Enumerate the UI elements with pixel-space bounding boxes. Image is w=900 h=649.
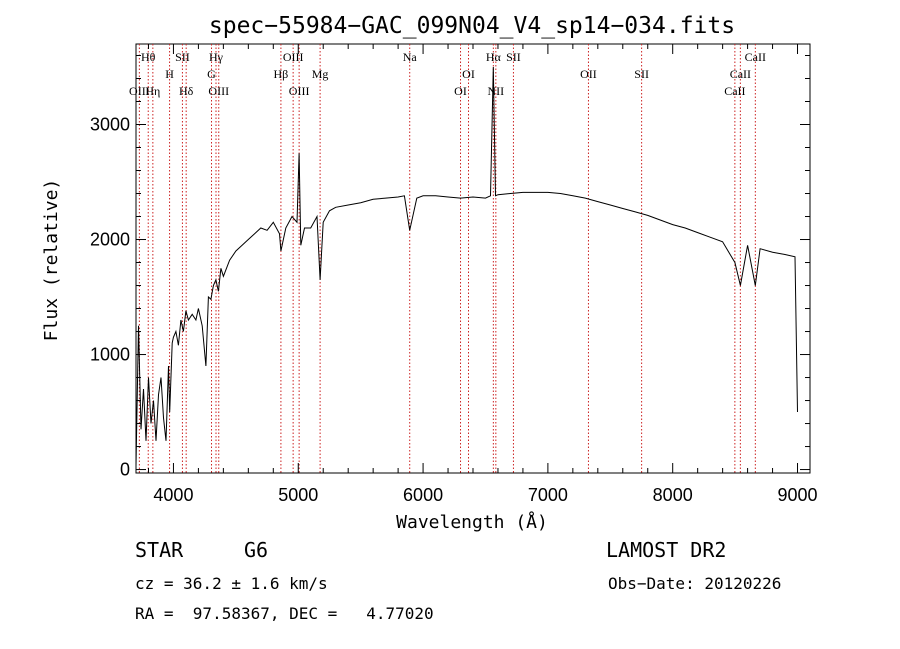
line-label-8: OIII	[208, 84, 229, 98]
object-class: STAR	[135, 538, 184, 562]
line-label-1: OIII	[129, 84, 150, 98]
x-tick-label: 4000	[153, 485, 193, 505]
line-label-19: OII	[580, 67, 597, 81]
object-subclass: G6	[244, 538, 269, 562]
y-axis: 0 1000 2000 3000	[90, 55, 810, 480]
obs-date-text: Obs−Date: 20120226	[608, 574, 782, 593]
spectral-line-labels: HθOIIIHηHSIIHδHγGOIIIOIIIHβOIIIMgNaOIOIH…	[129, 50, 766, 98]
line-label-4: SII	[175, 50, 190, 64]
x-tick-label: 8000	[653, 485, 693, 505]
line-label-10: Hβ	[274, 67, 289, 81]
x-tick-label: 5000	[278, 485, 318, 505]
line-label-3: H	[165, 67, 174, 81]
redshift-text: cz = 36.2 ± 1.6 km/s	[135, 574, 328, 593]
line-label-11: OIII	[289, 84, 310, 98]
line-label-12: Mg	[312, 67, 329, 81]
line-label-23: CaII	[724, 84, 745, 98]
x-axis-label: Wavelength (Å)	[396, 511, 548, 533]
spectrum-line	[135, 66, 798, 467]
x-tick-label: 9000	[777, 485, 817, 505]
survey-name: LAMOST DR2	[606, 538, 727, 562]
line-label-17: SII	[506, 50, 521, 64]
coordinates-text: RA = 97.58367, DEC = 4.77020	[135, 604, 434, 623]
line-label-21: CaII	[745, 50, 766, 64]
line-label-22: CaII	[730, 67, 751, 81]
line-label-0: Hθ	[141, 50, 156, 64]
y-tick-label: 0	[120, 460, 130, 480]
spectral-line-markers	[138, 44, 756, 473]
line-label-9: OIII	[283, 50, 304, 64]
y-axis-label: Flux (relative)	[41, 179, 62, 342]
line-label-14: OI	[462, 67, 475, 81]
line-label-16: Hα	[486, 50, 502, 64]
y-tick-label: 3000	[90, 115, 130, 135]
y-tick-label: 1000	[90, 345, 130, 365]
y-tick-label: 2000	[90, 230, 130, 250]
line-label-5: Hδ	[179, 84, 194, 98]
line-label-20: SII	[634, 67, 649, 81]
line-label-2: Hη	[145, 84, 160, 98]
line-label-6: Hγ	[209, 50, 224, 64]
line-label-18: NII	[488, 84, 505, 98]
line-label-13: Na	[403, 50, 418, 64]
x-tick-label: 6000	[403, 485, 443, 505]
x-tick-label: 7000	[528, 485, 568, 505]
chart-title: spec−55984−GAC_099N04_V4_sp14−034.fits	[209, 13, 735, 39]
line-label-15: OI	[454, 84, 467, 98]
plot-frame	[135, 43, 811, 474]
line-label-7: G	[207, 67, 216, 81]
x-axis: 4000 5000 6000 7000 8000 9000	[147, 44, 818, 505]
